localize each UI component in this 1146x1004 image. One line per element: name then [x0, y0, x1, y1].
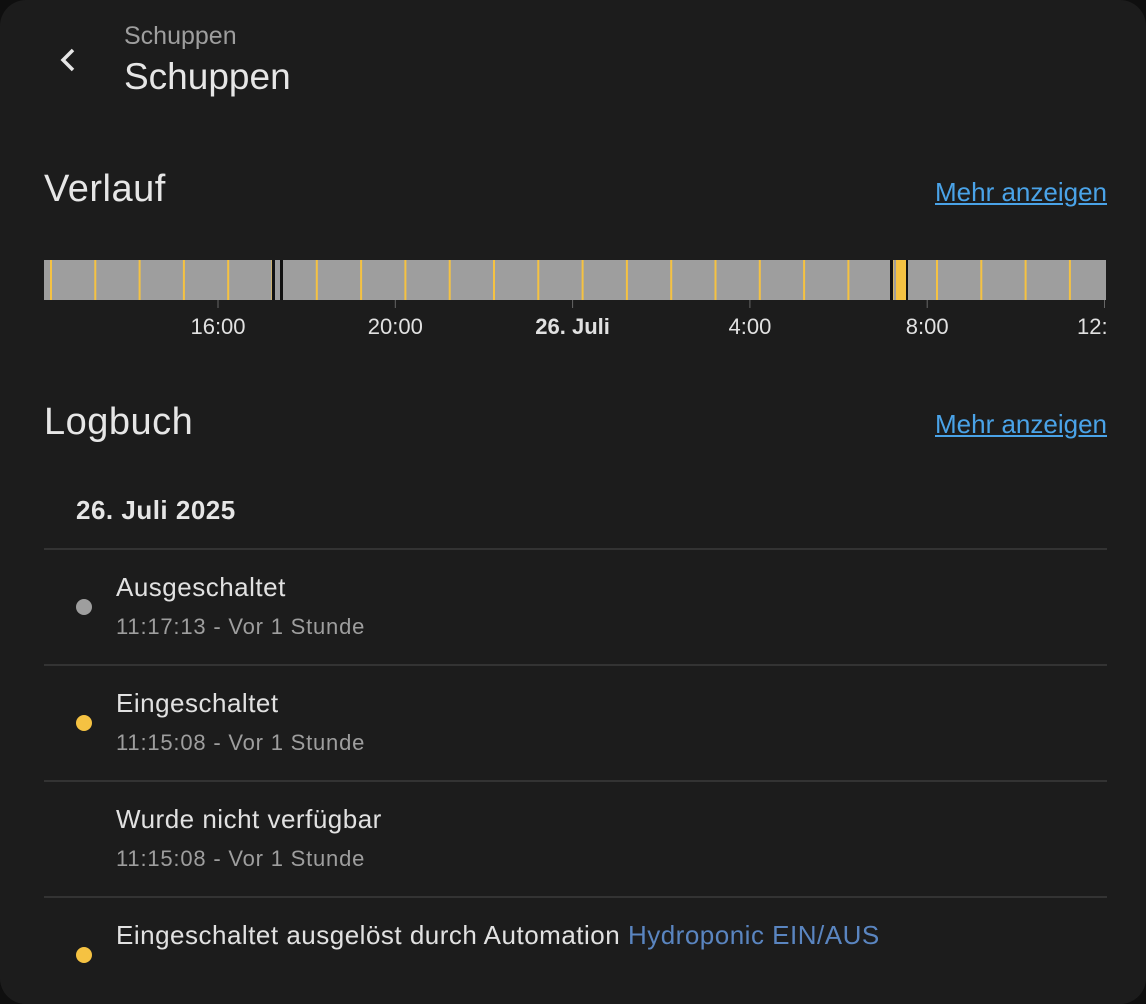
on-stripe — [138, 260, 141, 300]
divider — [44, 548, 1107, 550]
on-stripe — [1068, 260, 1071, 300]
on-stripe — [625, 260, 628, 300]
axis-label: 12:00 — [1077, 314, 1107, 339]
automation-link[interactable]: Hydroponic EIN/AUS — [627, 920, 880, 950]
off-stripe — [272, 260, 275, 300]
axis-label: 8:00 — [906, 314, 949, 339]
axis-label: 4:00 — [728, 314, 771, 339]
state-dot — [76, 599, 92, 615]
on-stripe — [758, 260, 761, 300]
on-stripe — [94, 260, 97, 300]
on-stripe — [890, 260, 893, 300]
axis-label: 26. Juli — [535, 314, 610, 339]
on-stripe — [315, 260, 318, 300]
entry-time: 11:17:13 - Vor 1 Stunde — [116, 614, 366, 639]
off-stripe — [280, 260, 283, 300]
on-stripe — [493, 260, 495, 300]
axis-label: 16:00 — [190, 314, 245, 339]
divider — [44, 664, 1107, 666]
on-stripe — [581, 260, 584, 300]
back-button[interactable] — [52, 44, 84, 76]
entry-message: Eingeschaltet ausgelöst durch Automation — [116, 920, 621, 950]
on-stripe — [448, 260, 451, 300]
footer-bar — [0, 975, 1146, 1004]
on-stripe — [847, 260, 850, 300]
on-stripe — [714, 260, 717, 300]
off-stripe — [906, 260, 908, 300]
on-stripe — [936, 260, 938, 300]
divider — [44, 780, 1107, 782]
timeline-bar — [44, 260, 1106, 300]
on-stripe — [537, 260, 540, 300]
on-stripe — [1024, 260, 1027, 300]
on-stripe — [896, 260, 906, 300]
divider — [44, 896, 1107, 898]
state-dot — [76, 715, 92, 731]
entry-message: Ausgeschaltet — [116, 572, 286, 602]
more-link[interactable]: Mehr anzeigen — [935, 409, 1107, 439]
on-stripe — [360, 260, 363, 300]
title: Schuppen — [124, 56, 291, 97]
section-title: Logbuch — [44, 401, 194, 443]
entry-time: 11:15:08 - Vor 1 Stunde — [116, 730, 366, 755]
on-stripe — [670, 260, 673, 300]
entry-message: Eingeschaltet ausgelöst durch Automation… — [116, 920, 880, 951]
subtitle: Schuppen — [124, 22, 237, 50]
axis-label: 20:00 — [368, 314, 423, 339]
on-stripe — [227, 260, 230, 300]
entry-message: Eingeschaltet — [116, 688, 279, 718]
on-stripe — [404, 260, 407, 300]
on-stripe — [803, 260, 806, 300]
section-title: Verlauf — [44, 168, 166, 210]
on-stripe — [182, 260, 185, 300]
state-dot — [76, 947, 92, 963]
more-link[interactable]: Mehr anzeigen — [935, 177, 1107, 207]
on-stripe — [980, 260, 983, 300]
date-header: 26. Juli 2025 — [76, 495, 236, 525]
on-stripe — [50, 260, 52, 300]
entry-time: 11:15:08 - Vor 1 Stunde — [116, 846, 366, 871]
entry-message: Wurde nicht verfügbar — [116, 804, 382, 834]
timeline: 16:00 20:00 26. Juli 4:00 8:00 12:00 — [44, 260, 1107, 339]
